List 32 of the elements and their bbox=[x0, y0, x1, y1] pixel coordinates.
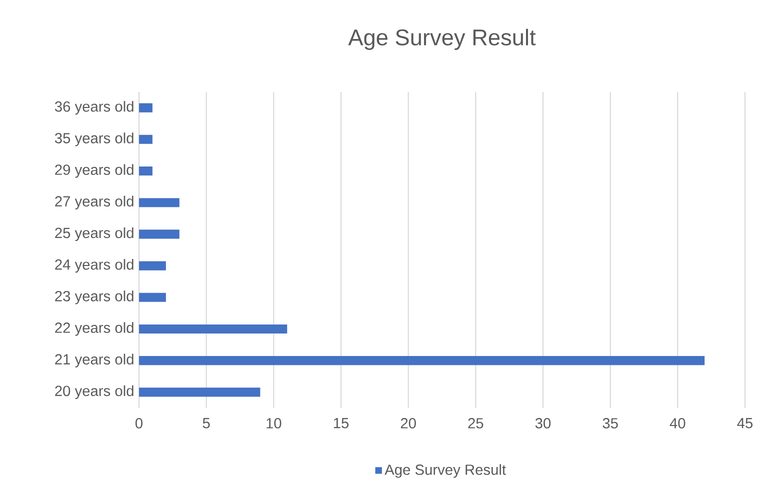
y-tick-label: 21 years old bbox=[55, 354, 134, 368]
x-tick-label: 30 bbox=[535, 418, 551, 428]
bar bbox=[139, 166, 152, 176]
bar bbox=[139, 103, 152, 112]
y-tick-label: 29 years old bbox=[55, 164, 134, 178]
bar bbox=[139, 292, 166, 302]
y-tick-label: 35 years old bbox=[54, 132, 134, 146]
x-tick-label: 15 bbox=[334, 418, 349, 428]
y-tick-label: 24 years old bbox=[55, 258, 134, 273]
bar bbox=[139, 198, 180, 208]
x-tick-label: 5 bbox=[202, 418, 210, 428]
y-tick-label: 25 years old bbox=[55, 227, 134, 242]
x-tick-label: 45 bbox=[737, 418, 753, 428]
bar bbox=[139, 388, 260, 397]
bar bbox=[139, 324, 288, 334]
x-tick-label: 0 bbox=[135, 418, 142, 428]
y-tick-label: 22 years old bbox=[55, 322, 134, 336]
y-tick-label: 20 years old bbox=[55, 385, 134, 400]
y-tick-label: 23 years old bbox=[55, 290, 134, 304]
legend-label: Age Survey Result bbox=[384, 464, 506, 478]
y-tick-label: 27 years old bbox=[55, 196, 134, 210]
x-tick-label: 40 bbox=[670, 418, 686, 428]
x-tick-label: 25 bbox=[468, 418, 484, 428]
x-tick-label: 35 bbox=[602, 418, 618, 428]
bar bbox=[139, 356, 705, 366]
bar bbox=[139, 134, 152, 144]
x-tick-label: 20 bbox=[400, 418, 416, 428]
x-tick-label: 10 bbox=[266, 418, 282, 428]
bar bbox=[139, 230, 180, 239]
y-tick-label: 36 years old bbox=[54, 100, 134, 115]
chart-title: Age Survey Result bbox=[348, 28, 536, 50]
bar bbox=[139, 261, 166, 270]
